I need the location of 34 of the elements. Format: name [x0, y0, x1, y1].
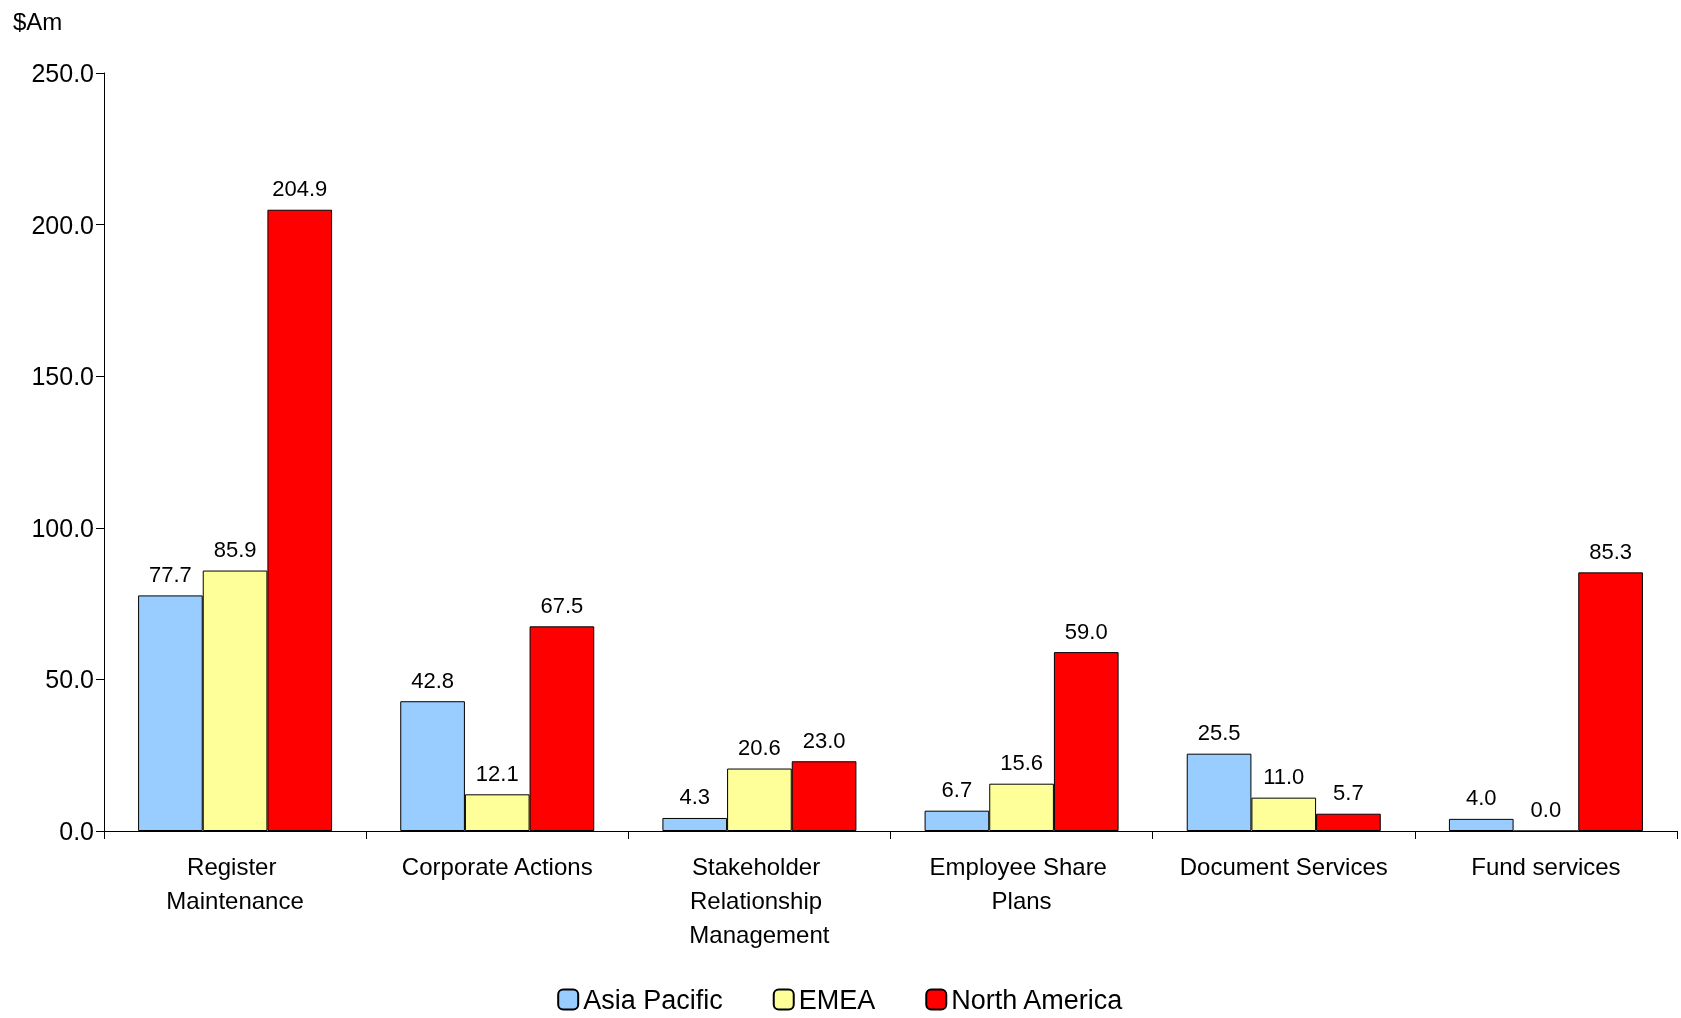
y-axis-title: $Am [13, 7, 63, 35]
data-label: 25.5 [1197, 720, 1241, 746]
data-label: 15.6 [1000, 750, 1043, 776]
x-tick-label: Register Maintenance [166, 852, 304, 914]
y-tick-label: 250.0 [31, 59, 94, 87]
x-tick-label: Employee Share Plans [929, 852, 1114, 914]
data-label: 0.0 [1530, 797, 1562, 822]
y-tick-label: 100.0 [31, 513, 94, 542]
data-label: 20.6 [738, 735, 781, 761]
legend-label: EMEA [798, 984, 876, 1015]
x-tick-label: Document Services [1179, 852, 1388, 880]
y-tick-label: 50.0 [45, 665, 94, 694]
data-label: 85.9 [213, 537, 257, 563]
data-label: 85.3 [1589, 538, 1632, 564]
data-label: 59.0 [1064, 618, 1108, 644]
x-tick-label: Corporate Actions [401, 852, 593, 880]
data-label: 77.7 [149, 561, 192, 587]
data-label: 23.0 [802, 727, 846, 753]
data-label: 42.8 [411, 667, 454, 693]
data-label: 4.3 [679, 784, 711, 810]
data-label: 5.7 [1333, 780, 1364, 806]
y-tick-label: 200.0 [31, 210, 94, 239]
data-label: 67.5 [540, 592, 584, 618]
data-label: 4.0 [1465, 785, 1497, 811]
data-label: 6.7 [941, 777, 973, 803]
data-label: 11.0 [1263, 764, 1305, 790]
legend-label: Asia Pacific [583, 984, 723, 1015]
data-label: 204.9 [272, 176, 328, 202]
x-tick-label: Fund services [1471, 852, 1621, 880]
legend-label: North America [951, 984, 1124, 1015]
y-tick-label: 0.0 [59, 817, 94, 845]
x-tick-label: Stakeholder Relationship Management [689, 852, 830, 948]
y-tick-label: 150.0 [31, 362, 94, 391]
data-label: 12.1 [475, 760, 519, 786]
